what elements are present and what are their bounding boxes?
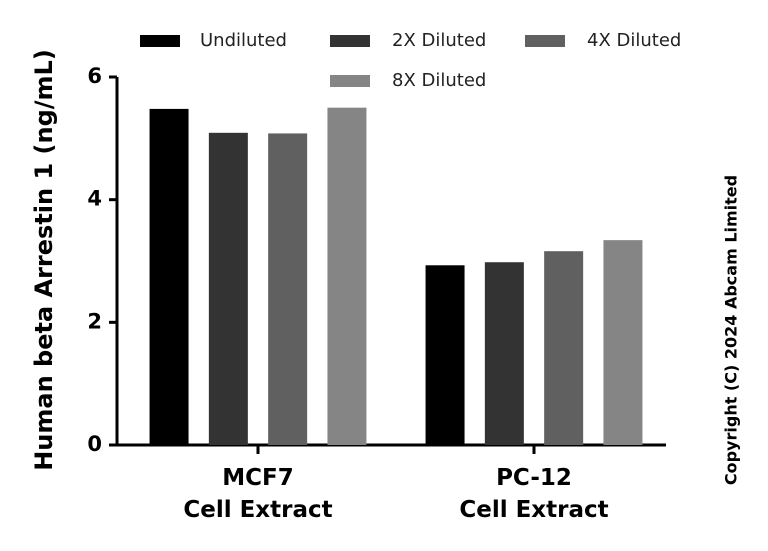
y-axis-label: Human beta Arrestin 1 (ng/mL) bbox=[30, 49, 58, 471]
x-tick-label: PC-12 Cell Extract bbox=[459, 465, 609, 523]
legend-label: 8X Diluted bbox=[392, 70, 486, 91]
bar bbox=[208, 132, 248, 445]
legend-swatch bbox=[330, 75, 370, 87]
legend-label: Undiluted bbox=[200, 30, 287, 51]
legend-swatch bbox=[330, 35, 370, 47]
bar bbox=[484, 262, 524, 445]
y-tick-label: 6 bbox=[87, 64, 102, 88]
legend-label: 4X Diluted bbox=[587, 30, 681, 51]
bar bbox=[149, 108, 189, 445]
copyright: Copyright (C) 2024 Abcam Limited bbox=[722, 175, 741, 485]
x-tick-label: MCF7 Cell Extract bbox=[183, 465, 333, 523]
bar bbox=[544, 251, 584, 445]
bar bbox=[425, 265, 465, 445]
y-tick-label: 0 bbox=[87, 432, 102, 456]
y-tick-label: 4 bbox=[87, 187, 102, 211]
legend-label: 2X Diluted bbox=[392, 30, 486, 51]
y-tick-label: 2 bbox=[87, 309, 102, 333]
legend-swatch bbox=[525, 35, 565, 47]
bar bbox=[603, 240, 643, 445]
bar bbox=[327, 107, 367, 446]
legend-swatch bbox=[140, 35, 180, 47]
bar bbox=[268, 133, 308, 445]
